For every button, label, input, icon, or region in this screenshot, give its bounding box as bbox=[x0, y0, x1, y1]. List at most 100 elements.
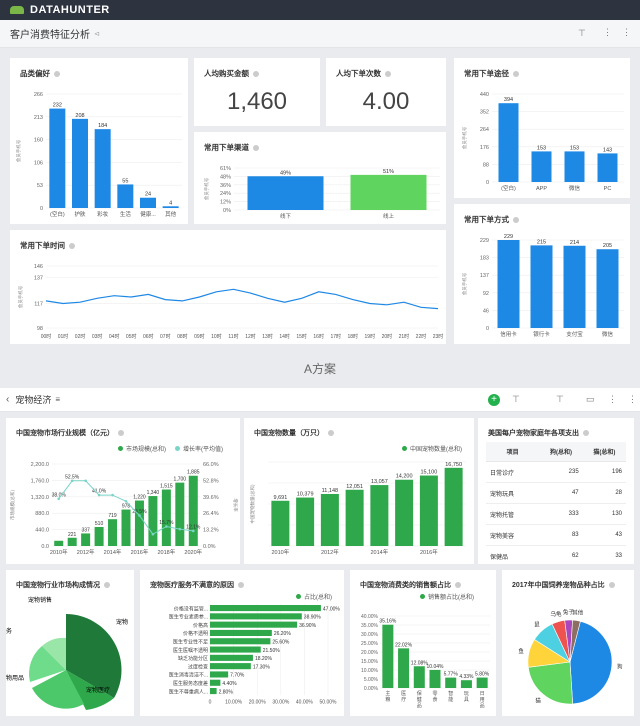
x-tick-label: 具 bbox=[464, 697, 469, 703]
logo-text[interactable]: DATAHUNTER bbox=[30, 4, 110, 16]
bar bbox=[247, 176, 324, 210]
card-title: 人均下单次数 bbox=[336, 68, 391, 79]
filter-icon[interactable]: ⊤ bbox=[556, 394, 564, 404]
y-tick-label: 266 bbox=[34, 92, 43, 98]
y-tick-label: 医生专业性不足 bbox=[173, 639, 208, 646]
x-tick-label: 健康... bbox=[140, 210, 156, 218]
x-tick-label: 线下 bbox=[280, 212, 292, 220]
filter-icon[interactable]: ⊤ bbox=[578, 28, 586, 38]
y-tick-label: 61% bbox=[220, 166, 231, 172]
x-tick-label: 2020年 bbox=[184, 548, 202, 556]
info-icon[interactable] bbox=[253, 144, 259, 151]
category-preference-card: 品类偏好 266 213 160 106 53 0 会员手机号 232 (空白) 208 护肤 184… bbox=[10, 58, 188, 224]
bar-value-label: 36.90% bbox=[299, 623, 317, 629]
y-tick-label: 12% bbox=[220, 200, 231, 206]
col-header[interactable]: 猫(总和) bbox=[582, 442, 626, 462]
col-header[interactable]: 狗(总和) bbox=[539, 442, 583, 462]
bar bbox=[161, 489, 171, 546]
table-cell: 235 bbox=[539, 461, 583, 483]
rose-slice-supplies[interactable] bbox=[32, 670, 84, 709]
legend-swatch bbox=[402, 446, 407, 451]
title-text: 美国每户宠物家庭年各项支出 bbox=[488, 430, 579, 437]
table-row[interactable]: 日常诊疗 235 196 bbox=[486, 461, 626, 483]
more-icon-2[interactable]: ⋮ bbox=[628, 394, 637, 404]
table-row[interactable]: 宠物玩具 47 28 bbox=[486, 482, 626, 504]
collapse-icon[interactable]: ⊲ bbox=[94, 30, 100, 38]
x-tick-label: 16时 bbox=[313, 333, 324, 340]
bar bbox=[81, 533, 91, 546]
rose-slice-sales[interactable] bbox=[42, 637, 66, 670]
x-tick-label: 09时 bbox=[194, 333, 205, 340]
info-icon[interactable] bbox=[513, 70, 519, 77]
y-tick-label: 医生服务态度差 bbox=[173, 680, 208, 687]
x-tick-label: 05时 bbox=[126, 333, 137, 340]
info-icon[interactable] bbox=[583, 430, 589, 436]
x-tick-label: 2014年 bbox=[371, 548, 389, 556]
x-tick-label: 支付宝 bbox=[566, 330, 583, 338]
pie-label: 鱼 bbox=[518, 647, 524, 655]
legend: 中国宠物数量(总和) bbox=[402, 444, 462, 453]
info-icon[interactable] bbox=[238, 582, 244, 588]
legend-swatch bbox=[175, 446, 180, 451]
x-tick-label: 20时 bbox=[382, 333, 393, 340]
y-tick-label: 183 bbox=[480, 256, 489, 262]
x-tick-label: 品 bbox=[480, 703, 485, 709]
info-icon[interactable] bbox=[385, 70, 391, 77]
y-tick-label: 25.00% bbox=[361, 641, 379, 647]
more-icon[interactable]: ⋮ bbox=[603, 27, 612, 37]
y-tick-label: 医生消毒清洁不... bbox=[169, 672, 208, 679]
bar-value-label: 16,750 bbox=[445, 462, 462, 468]
y-tick-label: 440.0 bbox=[35, 528, 49, 534]
rose-slice-medical[interactable] bbox=[66, 670, 114, 710]
x-tick-label: 07时 bbox=[160, 333, 171, 340]
y-tick-label: 106 bbox=[34, 160, 43, 166]
add-icon[interactable]: + bbox=[488, 394, 500, 406]
table-row[interactable]: 保健品 62 33 bbox=[486, 545, 626, 564]
bar-value-label: 153 bbox=[537, 145, 546, 151]
info-icon[interactable] bbox=[608, 582, 615, 588]
y-tick-label: 160 bbox=[34, 138, 43, 144]
x-tick-label: 19时 bbox=[365, 333, 376, 340]
info-icon[interactable] bbox=[104, 582, 110, 588]
x-tick-label: 06时 bbox=[143, 333, 154, 340]
info-icon[interactable] bbox=[253, 70, 259, 77]
table-row[interactable]: 宠物美容 83 43 bbox=[486, 524, 626, 546]
dissatisfaction-card: 宠物医疗服务不满意的原因 占比(总和) 0 10.00% 20.00% 30.00% 4… bbox=[140, 570, 344, 716]
legend-swatch bbox=[296, 594, 301, 599]
bar-value-label: 38.90% bbox=[304, 615, 322, 621]
bar-value-label: 337 bbox=[81, 527, 90, 533]
rose-slice-service[interactable] bbox=[29, 646, 67, 682]
bar bbox=[563, 245, 586, 328]
bar-value-label: 510 bbox=[95, 521, 104, 527]
bar bbox=[210, 679, 221, 686]
info-icon[interactable] bbox=[118, 430, 124, 436]
bar-value-label: 10,379 bbox=[297, 492, 314, 498]
x-tick-label: 2016年 bbox=[131, 548, 149, 556]
bar bbox=[140, 197, 156, 208]
menu-icon[interactable]: ≡ bbox=[55, 395, 61, 404]
more-icon[interactable]: ⋮ bbox=[608, 394, 617, 404]
table-cell: 宠物美容 bbox=[486, 524, 540, 546]
bar bbox=[210, 613, 302, 620]
rose-label: 宠物医疗 bbox=[86, 686, 110, 694]
info-icon[interactable] bbox=[54, 70, 60, 77]
info-icon[interactable] bbox=[513, 216, 519, 223]
x-tick-label: 2012年 bbox=[321, 548, 339, 556]
info-icon[interactable] bbox=[328, 430, 334, 436]
back-icon[interactable]: ‹ bbox=[6, 394, 10, 405]
legend-label: 销售额占比(总和) bbox=[428, 595, 474, 601]
card-title: 宠物医疗服务不满意的原因 bbox=[150, 580, 244, 590]
bar bbox=[445, 677, 457, 688]
card-title: 常用下单方式 bbox=[464, 214, 519, 225]
info-icon[interactable] bbox=[69, 242, 75, 249]
legend-swatch bbox=[420, 594, 425, 599]
category-bar-chart: 266 213 160 106 53 0 会员手机号 232 (空白) 208 护肤 184 彩妆 55 生… bbox=[15, 92, 182, 218]
shirt-icon[interactable]: ⊤ bbox=[512, 394, 520, 404]
info-icon[interactable] bbox=[455, 582, 461, 588]
y-axis-label: 中国宠物数量(总和) bbox=[249, 484, 256, 523]
table-row[interactable]: 宠物托管 333 130 bbox=[486, 503, 626, 525]
more-icon-2[interactable]: ⋮ bbox=[622, 27, 631, 37]
rose-slice-pet[interactable] bbox=[66, 614, 122, 698]
comment-icon[interactable]: ▭ bbox=[586, 394, 595, 404]
col-header[interactable]: 项目 bbox=[486, 442, 540, 462]
